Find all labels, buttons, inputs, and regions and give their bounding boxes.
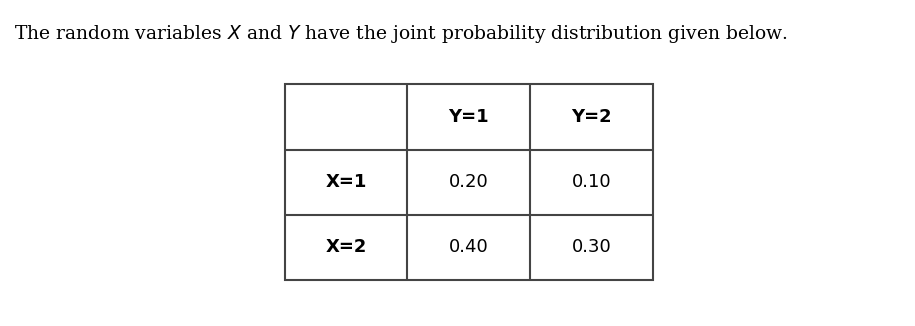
Text: 0.40: 0.40: [449, 238, 489, 257]
Text: Y=1: Y=1: [448, 108, 490, 126]
Text: 0.20: 0.20: [449, 173, 489, 191]
Text: 0.10: 0.10: [572, 173, 611, 191]
Text: Y=2: Y=2: [572, 108, 612, 126]
Text: The random variables $X$ and $Y$ have the joint probability distribution given b: The random variables $X$ and $Y$ have th…: [14, 23, 788, 45]
Text: X=2: X=2: [326, 238, 367, 257]
Text: X=1: X=1: [326, 173, 367, 191]
Text: 0.30: 0.30: [572, 238, 612, 257]
